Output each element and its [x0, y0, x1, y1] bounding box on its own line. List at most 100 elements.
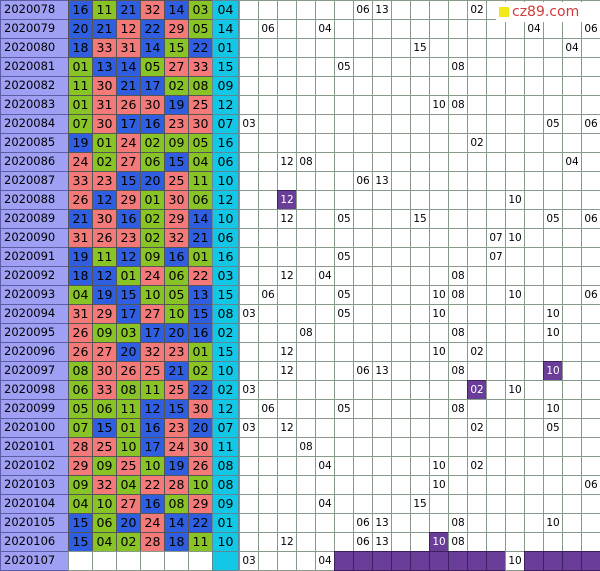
trend-cell: [429, 114, 449, 134]
issue-number: 2020104: [0, 494, 69, 514]
trend-cell: [239, 342, 259, 362]
trend-cell: [562, 190, 582, 210]
issue-number: 2020106: [0, 532, 69, 552]
red-ball: 02: [140, 133, 165, 153]
trend-cell: [239, 456, 259, 476]
trend-cell: [296, 361, 316, 381]
trend-cell: [239, 0, 259, 20]
trend-cell: [410, 19, 430, 39]
red-ball: 27: [164, 57, 189, 77]
trend-cell-value: 05: [334, 285, 354, 305]
red-ball: 05: [68, 399, 93, 419]
red-ball: 25: [188, 95, 213, 115]
trend-cell: [391, 247, 411, 267]
trend-cell: [296, 342, 316, 362]
trend-cell: [353, 342, 373, 362]
red-ball: 17: [116, 114, 141, 134]
red-ball: 15: [164, 152, 189, 172]
trend-cell: [505, 57, 525, 77]
red-ball: 23: [164, 342, 189, 362]
trend-cell: [562, 494, 582, 514]
trend-cell: [562, 247, 582, 267]
trend-cell: [372, 57, 392, 77]
trend-cell: [277, 95, 297, 115]
trend-cell: [505, 152, 525, 172]
trend-cell-filled: [467, 551, 487, 571]
trend-cell: [581, 247, 600, 267]
trend-cell: [372, 399, 392, 419]
trend-cell: [543, 228, 563, 248]
red-ball: 07: [68, 418, 93, 438]
trend-cell-filled: [353, 551, 373, 571]
trend-cell: [448, 247, 468, 267]
trend-cell-value: 12: [277, 342, 297, 362]
trend-cell: [353, 190, 373, 210]
trend-cell: [239, 475, 259, 495]
red-ball: 22: [188, 513, 213, 533]
red-ball: 30: [92, 114, 117, 134]
blue-ball: 04: [212, 0, 239, 20]
trend-cell: [334, 361, 354, 381]
trend-cell-value: 06: [581, 114, 600, 134]
trend-cell: [258, 551, 278, 571]
trend-cell: [524, 95, 544, 115]
trend-cell: [486, 342, 506, 362]
red-ball: 14: [188, 209, 213, 229]
trend-cell: [277, 551, 297, 571]
trend-cell-value: 08: [448, 266, 468, 286]
trend-cell: [524, 209, 544, 229]
trend-cell-value: 04: [315, 551, 335, 571]
trend-cell: [315, 38, 335, 58]
trend-cell: [448, 190, 468, 210]
trend-cell: [467, 209, 487, 229]
trend-cell: [353, 209, 373, 229]
brand-square-icon: [499, 7, 509, 17]
red-ball: 23: [92, 171, 117, 191]
empty-ball-slot: [92, 551, 117, 571]
trend-cell: [372, 494, 392, 514]
red-ball: 17: [140, 437, 165, 457]
red-ball: 11: [92, 247, 117, 267]
trend-cell: [543, 190, 563, 210]
trend-cell-value: 13: [372, 513, 392, 533]
trend-cell: [315, 399, 335, 419]
trend-cell: [543, 57, 563, 77]
trend-cell: [410, 399, 430, 419]
issue-number: 2020081: [0, 57, 69, 77]
trend-cell: [410, 361, 430, 381]
trend-cell: [239, 19, 259, 39]
trend-cell-value: 08: [448, 513, 468, 533]
trend-cell: [334, 475, 354, 495]
trend-cell-value: 03: [239, 304, 259, 324]
trend-cell: [448, 228, 468, 248]
blue-ball: 16: [212, 247, 239, 267]
issue-number: 2020083: [0, 95, 69, 115]
trend-cell: [581, 95, 600, 115]
red-ball: 28: [164, 475, 189, 495]
trend-cell: [315, 304, 335, 324]
site-brand[interactable]: cz89.com: [496, 2, 600, 22]
issue-number: 2020097: [0, 361, 69, 381]
trend-cell: [239, 190, 259, 210]
red-ball: 06: [92, 513, 117, 533]
trend-cell: [334, 76, 354, 96]
trend-cell: [296, 133, 316, 153]
trend-cell: [239, 38, 259, 58]
trend-cell: [505, 437, 525, 457]
trend-cell-value: 10: [429, 95, 449, 115]
red-ball: 10: [92, 494, 117, 514]
trend-cell-value: 12: [277, 418, 297, 438]
trend-cell: [258, 76, 278, 96]
trend-cell: [277, 380, 297, 400]
trend-cell: [296, 228, 316, 248]
trend-cell: [505, 76, 525, 96]
trend-cell: [467, 19, 487, 39]
red-ball: 29: [68, 456, 93, 476]
trend-cell: [581, 171, 600, 191]
trend-cell: [505, 95, 525, 115]
trend-cell: [277, 133, 297, 153]
trend-cell-value: 08: [448, 399, 468, 419]
red-ball: 02: [140, 209, 165, 229]
trend-cell: [486, 532, 506, 552]
red-ball: 29: [116, 190, 141, 210]
